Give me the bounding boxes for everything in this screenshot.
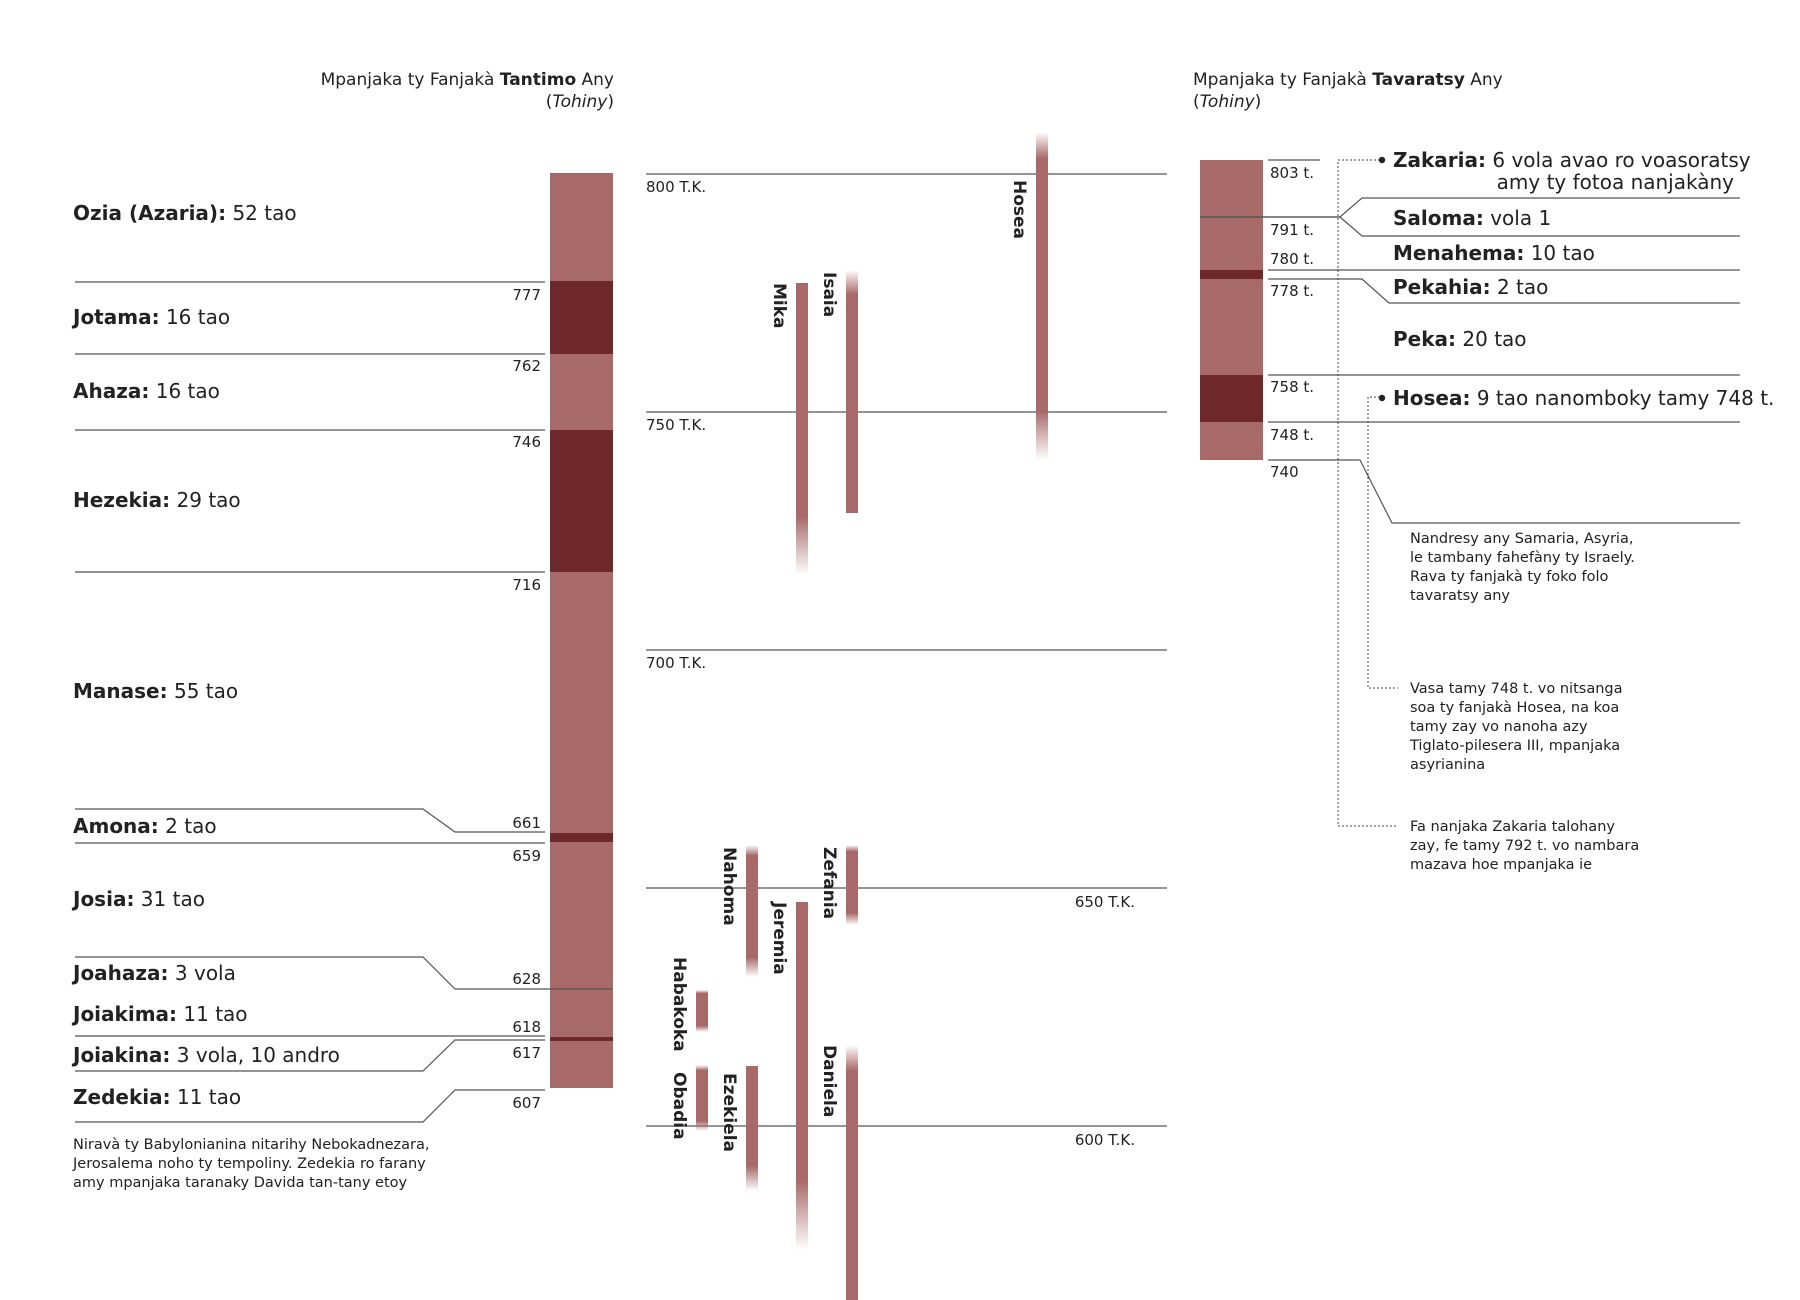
tick-label: 600 T.K. (1075, 1131, 1135, 1149)
year-label: 659 (512, 847, 541, 865)
prophet-name-obadia: Obadia (669, 1072, 689, 1140)
king-hezekia: Hezekia: 29 tao (73, 488, 241, 512)
south-year-labels: 777 762 746 716 661 659 628 618 617 607 (512, 286, 541, 1112)
dotted-leaders (1337, 159, 1398, 827)
king-zedekia: Zedekia: 11 tao (73, 1085, 241, 1109)
tick-label: 750 T.K. (646, 416, 706, 434)
north-header: Mpanjaka ty Fanjakà Tavaratsy Any (1193, 70, 1503, 90)
king-joiakima: Joiakima: 11 tao (71, 1002, 248, 1026)
king-manase: Manase: 55 tao (73, 679, 238, 703)
year-label: 628 (512, 970, 541, 988)
south-separators (75, 281, 612, 1123)
south-header: Mpanjaka ty Fanjakà Tantimo Any (321, 70, 614, 90)
tick-label: 700 T.K. (646, 654, 706, 672)
year-label: 791 t. (1270, 221, 1314, 239)
svg-text:Vasa tamy 748 t. vo nitsanga: Vasa tamy 748 t. vo nitsanga (1410, 681, 1623, 697)
north-reign-bar (1200, 160, 1263, 460)
king-zakaria: Zakaria: 6 vola avao ro voasoratsy (1393, 148, 1751, 172)
north-header-sub: (Tohiny) (1193, 92, 1261, 112)
prophet-bar-jeremia (796, 902, 808, 1250)
svg-text:Jerosalema noho ty tempoliny.: Jerosalema noho ty tempoliny. Zedekia ro… (72, 1156, 426, 1172)
prophet-bar-mika (796, 283, 808, 575)
year-label: 803 t. (1270, 164, 1314, 182)
prophet-bars (696, 132, 1048, 1300)
prophet-bar-isaia (846, 270, 858, 513)
svg-text:Fa nanjaka Zakaria talohany: Fa nanjaka Zakaria talohany (1410, 819, 1615, 835)
timeline-gridlines (646, 173, 1167, 1127)
leader-dot (1378, 156, 1386, 164)
year-label: 716 (512, 576, 541, 594)
king-ahaza: Ahaza: 16 tao (73, 379, 220, 403)
north-year-labels: 803 t. 791 t. 780 t. 778 t. 758 t. 748 t… (1270, 164, 1314, 481)
prophet-bar-nahoma (746, 845, 758, 977)
king-ozia: Ozia (Azaria): 52 tao (73, 201, 297, 225)
svg-text:Nandresy any Samaria, Asyria,: Nandresy any Samaria, Asyria, (1410, 531, 1633, 547)
leader-dot (1378, 394, 1386, 402)
north-note-zakaria: Fa nanjaka Zakaria talohany zay, fe tamy… (1410, 819, 1639, 873)
king-pekahia: Pekahia: 2 tao (1393, 275, 1548, 299)
king-menahema: Menahema: 10 tao (1393, 241, 1595, 265)
year-label: 778 t. (1270, 282, 1314, 300)
king-joiakina: Joiakina: 3 vola, 10 andro (71, 1043, 340, 1067)
prophet-names: Hosea Mika Isaia Nahoma Zefania Jeremia … (669, 180, 1029, 1152)
south-note: Niravà ty Babylonianina nitarihy Nebokad… (72, 1137, 430, 1191)
year-label: 777 (512, 286, 541, 304)
svg-text:Rava ty fanjakà ty foko folo: Rava ty fanjakà ty foko folo (1410, 569, 1609, 585)
prophet-name-daniela: Daniela (819, 1045, 839, 1117)
prophet-name-habakoka: Habakoka (669, 957, 689, 1052)
prophet-name-isaia: Isaia (819, 272, 839, 317)
tick-label: 650 T.K. (1075, 893, 1135, 911)
prophet-name-hosea: Hosea (1009, 180, 1029, 239)
prophet-bar-daniela (846, 1045, 858, 1300)
king-zakaria-reign-cont: amy ty fotoa nanjakàny (1497, 170, 1735, 194)
prophet-bar-habakoka (696, 990, 708, 1032)
king-josia: Josia: 31 tao (71, 887, 205, 911)
north-separators (1200, 159, 1740, 524)
svg-text:le tambany fahefàny ty Israely: le tambany fahefàny ty Israely. (1410, 550, 1635, 566)
svg-text:mazava hoe mpanjaka ie: mazava hoe mpanjaka ie (1410, 857, 1592, 873)
year-label: 661 (512, 814, 541, 832)
prophet-bar-hosea (1036, 132, 1048, 460)
year-label: 740 (1270, 463, 1299, 481)
south-kings: Ozia (Azaria): 52 tao Jotama: 16 tao Aha… (71, 201, 340, 1109)
north-kings: Zakaria: 6 vola avao ro voasoratsy amy t… (1393, 148, 1774, 410)
year-label: 780 t. (1270, 250, 1314, 268)
prophet-name-mika: Mika (769, 283, 789, 329)
svg-text:Tiglato-pilesera III, mpanjaka: Tiglato-pilesera III, mpanjaka (1409, 738, 1620, 754)
svg-text:tavaratsy any: tavaratsy any (1410, 588, 1510, 604)
south-reign-bar (550, 173, 613, 1088)
year-label: 607 (512, 1094, 541, 1112)
north-note-samaria: Nandresy any Samaria, Asyria, le tambany… (1410, 531, 1635, 604)
year-label: 618 (512, 1018, 541, 1036)
year-label: 748 t. (1270, 426, 1314, 444)
tick-label: 800 T.K. (646, 178, 706, 196)
svg-text:tamy zay vo nanoha azy: tamy zay vo nanoha azy (1410, 719, 1588, 735)
king-jotama: Jotama: 16 tao (71, 305, 230, 329)
svg-text:zay, fe tamy 792 t. vo nambara: zay, fe tamy 792 t. vo nambara (1410, 838, 1639, 854)
year-label: 762 (512, 357, 541, 375)
king-amona: Amona: 2 tao (73, 814, 217, 838)
svg-text:soa ty fanjakà Hosea, na koa: soa ty fanjakà Hosea, na koa (1410, 700, 1619, 716)
svg-text:amy mpanjaka taranaky Davida t: amy mpanjaka taranaky Davida tan-tany et… (73, 1175, 407, 1191)
prophet-name-zefania: Zefania (819, 847, 839, 919)
prophet-bar-obadia (696, 1065, 708, 1131)
year-label: 746 (512, 433, 541, 451)
year-label: 758 t. (1270, 378, 1314, 396)
prophet-name-nahoma: Nahoma (719, 847, 739, 926)
king-hosea: Hosea: 9 tao nanomboky tamy 748 t. (1393, 386, 1774, 410)
north-note-hosea: Vasa tamy 748 t. vo nitsanga soa ty fanj… (1409, 681, 1623, 773)
south-header-sub: (Tohiny) (546, 92, 614, 112)
king-peka: Peka: 20 tao (1393, 327, 1527, 351)
prophet-bar-ezekiela (746, 1066, 758, 1191)
svg-text:asyrianina: asyrianina (1410, 757, 1485, 773)
timeline-ticks: 800 T.K. 750 T.K. 700 T.K. 650 T.K. 600 … (646, 178, 1135, 1149)
svg-text:Niravà ty Babylonianina nitari: Niravà ty Babylonianina nitarihy Nebokad… (73, 1137, 430, 1153)
prophet-name-ezekiela: Ezekiela (719, 1073, 739, 1152)
prophet-name-jeremia: Jeremia (769, 901, 789, 975)
king-joahaza: Joahaza: 3 vola (71, 961, 236, 985)
year-label: 617 (512, 1044, 541, 1062)
king-saloma: Saloma: vola 1 (1393, 206, 1551, 230)
prophet-bar-zefania (846, 845, 858, 925)
